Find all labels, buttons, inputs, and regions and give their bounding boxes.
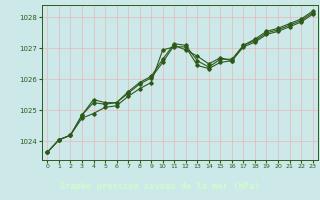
- Text: Graphe pression niveau de la mer (hPa): Graphe pression niveau de la mer (hPa): [60, 182, 260, 191]
